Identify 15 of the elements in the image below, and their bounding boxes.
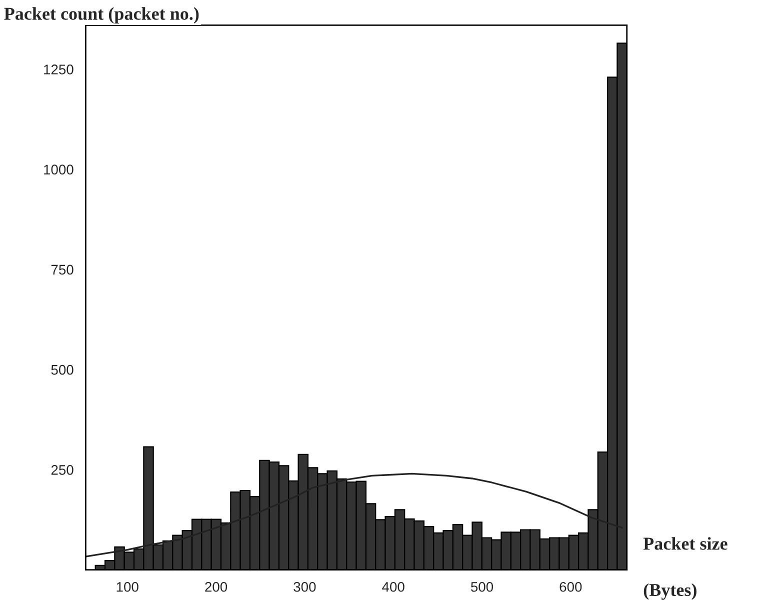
line-series (86, 472, 623, 558)
x-tick-label: 200 (205, 582, 228, 592)
x-tick-label: 500 (470, 582, 494, 592)
y-tick-label: 1000 (44, 164, 74, 175)
x-tick-label: 100 (116, 582, 138, 592)
y-tick-label: 250 (51, 465, 74, 475)
x-axis-title: Packet size (643, 537, 728, 550)
x-tick-label: 600 (560, 582, 582, 592)
text: (Bytes) (644, 583, 696, 600)
y-tick-label: 500 (51, 364, 74, 375)
y-tick-label: 750 (51, 264, 74, 275)
x-tick-label: 400 (382, 582, 404, 592)
x-tick-label: 300 (294, 582, 316, 592)
y-tick-label: 1250 (44, 64, 74, 74)
y-axis-title: Packet count (packet no.) (4, 7, 199, 24)
